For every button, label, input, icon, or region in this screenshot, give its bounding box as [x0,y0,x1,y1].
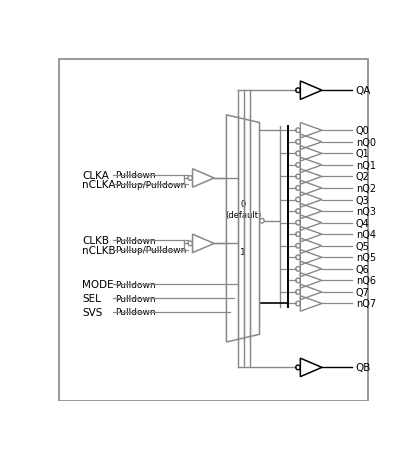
Text: nQ6: nQ6 [356,276,376,286]
Text: Pullup/Pulldown: Pullup/Pulldown [115,180,186,189]
Text: QB: QB [356,363,371,373]
Text: Q6: Q6 [356,264,369,274]
Text: QA: QA [356,86,371,96]
Text: Q0: Q0 [356,126,369,136]
Text: MODE: MODE [83,280,114,290]
Text: CLKA: CLKA [83,170,109,180]
Text: nCLKB: nCLKB [83,245,116,255]
Text: 1: 1 [240,248,246,257]
Text: nQ5: nQ5 [356,253,376,262]
Text: Pulldown: Pulldown [115,308,156,317]
Text: 0
(default): 0 (default) [225,200,261,219]
Text: Pullup/Pulldown: Pullup/Pulldown [115,245,186,254]
Text: nQ0: nQ0 [356,138,376,147]
Text: nCLKA: nCLKA [83,180,116,190]
Text: Pulldown: Pulldown [115,236,156,245]
Text: nQ2: nQ2 [356,184,376,193]
Text: Pulldown: Pulldown [115,171,156,180]
Text: nQ4: nQ4 [356,230,376,239]
Text: Q5: Q5 [356,241,369,251]
Text: nQ3: nQ3 [356,207,376,216]
Text: CLKB: CLKB [83,236,109,246]
Text: Q3: Q3 [356,195,369,205]
Text: SEL: SEL [83,294,101,304]
Text: SVS: SVS [83,307,103,317]
Text: nQ7: nQ7 [356,299,376,309]
Text: Q7: Q7 [356,287,369,297]
Text: Q2: Q2 [356,172,369,182]
Text: Q4: Q4 [356,218,369,228]
Text: Q1: Q1 [356,149,369,159]
Text: Pulldown: Pulldown [115,280,156,289]
Text: Pulldown: Pulldown [115,294,156,303]
Text: nQ1: nQ1 [356,161,376,170]
